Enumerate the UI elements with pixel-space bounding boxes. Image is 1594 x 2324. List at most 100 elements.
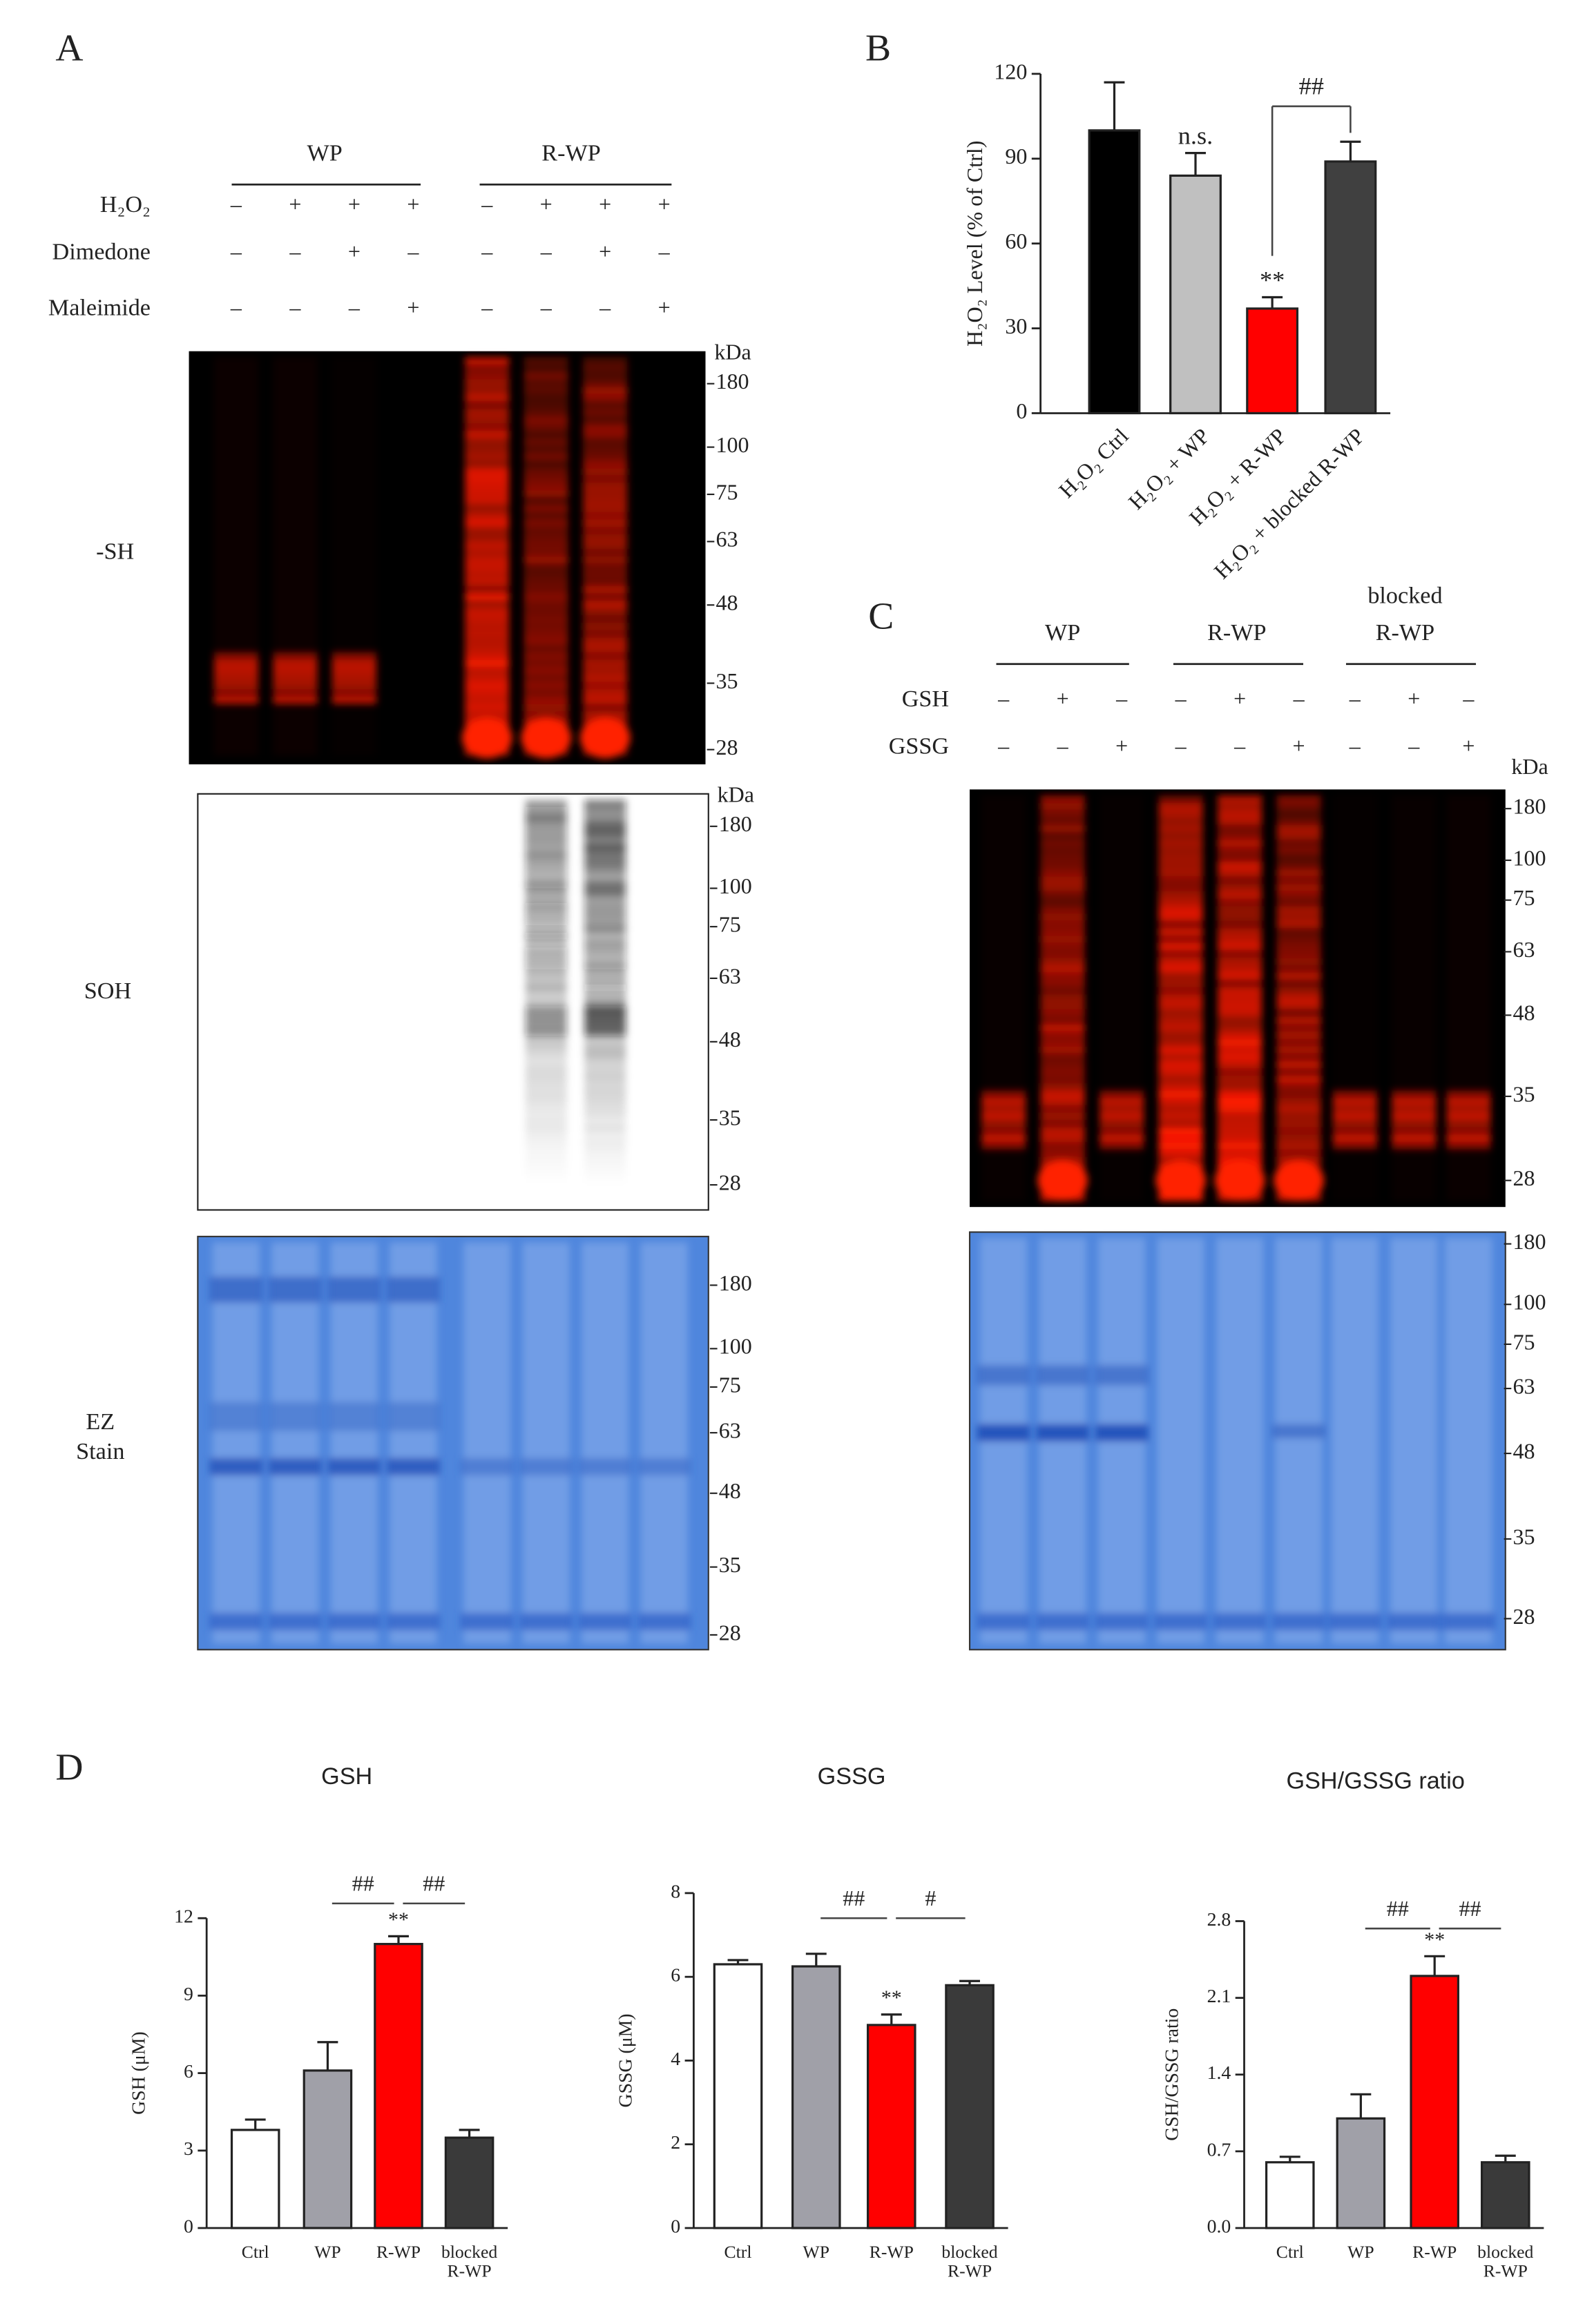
blot-band — [584, 1146, 626, 1154]
blot-band — [1333, 899, 1377, 907]
marker-label: 28 — [1513, 1165, 1535, 1190]
blot-band — [525, 1006, 567, 1014]
blot-band — [1333, 906, 1377, 913]
blot-band — [524, 681, 568, 690]
blot-band — [1333, 825, 1377, 833]
blot-band — [273, 659, 318, 668]
lane-sign: – — [1115, 686, 1128, 711]
blot-band — [213, 630, 258, 638]
blot-band — [1446, 1156, 1491, 1165]
blot-band — [981, 1098, 1026, 1105]
x-tick-label-box: WP — [803, 2243, 829, 2260]
bar — [791, 1965, 841, 2229]
blot-band — [332, 549, 376, 556]
blot-band — [1040, 1120, 1085, 1127]
blot-band — [213, 615, 258, 623]
blot-band — [1446, 987, 1491, 995]
blot-band — [1037, 1159, 1088, 1201]
blot-band — [213, 556, 258, 564]
blot-band — [524, 608, 568, 616]
chart-title: GSSG — [818, 1763, 886, 1790]
blot-band — [521, 717, 572, 759]
blot-band — [583, 696, 628, 704]
blot-band — [213, 637, 258, 645]
blot-band — [1328, 1612, 1382, 1631]
blot-band — [525, 880, 567, 889]
blot-band — [1158, 1009, 1203, 1017]
blot-band — [1218, 1038, 1262, 1047]
blot-band — [584, 1087, 626, 1095]
blot-band — [584, 954, 626, 962]
lane-sign: – — [1293, 686, 1305, 711]
blot-band — [524, 475, 568, 483]
blot-band — [525, 918, 567, 926]
blot-band — [1446, 1083, 1491, 1091]
blot-band — [583, 460, 628, 468]
blot-band — [1100, 854, 1144, 862]
blot-band — [1446, 906, 1491, 913]
annotation: ** — [1424, 1928, 1445, 1951]
blot-band — [1158, 1105, 1203, 1113]
blot-band — [524, 615, 568, 623]
blot-band — [1218, 972, 1262, 980]
blot-band — [1100, 884, 1144, 891]
blot-band — [1158, 994, 1203, 1003]
y-tick-label: 2 — [671, 2132, 680, 2153]
marker-label: 180 — [1513, 1229, 1546, 1254]
blot-band — [524, 578, 568, 586]
blot-band — [1446, 824, 1491, 833]
y-tick-label: 8 — [671, 1881, 680, 1902]
blot-band — [1158, 972, 1203, 980]
blot-band — [1333, 1054, 1377, 1061]
blot-band — [1276, 1098, 1321, 1105]
blot-band — [579, 717, 631, 759]
blot-band — [1040, 1090, 1085, 1098]
blot-label: EZ — [86, 1409, 115, 1435]
group-label: R-WP — [541, 140, 600, 166]
blot-band — [1276, 958, 1321, 965]
blot-band — [1392, 980, 1436, 987]
blot-band — [465, 482, 510, 490]
blot-band — [213, 423, 258, 432]
blot-band — [213, 600, 258, 608]
blot-band — [1100, 1164, 1144, 1172]
marker-label: 63 — [719, 963, 741, 988]
blot-band — [213, 652, 258, 660]
blot-band — [584, 902, 626, 911]
blot-band — [525, 1014, 567, 1021]
blot-band — [525, 888, 567, 896]
blot-band — [1392, 810, 1436, 817]
blot-band — [1095, 1364, 1149, 1386]
blot-band — [465, 711, 510, 719]
blot-band — [1392, 847, 1436, 855]
blot-band — [1218, 1024, 1262, 1032]
blot-band — [584, 1124, 626, 1132]
blot-band — [213, 475, 258, 483]
annotation: ## — [1459, 1896, 1481, 1921]
blot-band — [213, 445, 258, 454]
blot-band — [1100, 965, 1144, 973]
blot-band — [386, 1458, 440, 1476]
blot-band — [1158, 832, 1203, 840]
blot-band — [1276, 1031, 1321, 1039]
blot-band — [584, 998, 626, 1007]
blot-band — [1333, 810, 1377, 817]
blot-band — [273, 748, 318, 756]
blot-band — [273, 681, 318, 690]
blot-band — [1276, 1127, 1321, 1135]
blot-band — [1276, 1068, 1321, 1076]
annotation: # — [925, 1886, 936, 1910]
lane-sign: + — [407, 192, 419, 217]
marker-label: 75 — [1513, 885, 1535, 910]
lane-sign: – — [481, 192, 493, 217]
blot-band — [1392, 1105, 1437, 1113]
blot-band — [584, 807, 626, 815]
blot-band — [465, 460, 510, 468]
marker-label: 75 — [716, 479, 738, 504]
blot-band — [526, 1147, 567, 1154]
blot-band — [1276, 1038, 1321, 1047]
blot-band — [524, 704, 568, 712]
blot-band — [584, 1139, 626, 1147]
blot-band — [981, 1172, 1026, 1179]
blot-band — [525, 851, 567, 859]
